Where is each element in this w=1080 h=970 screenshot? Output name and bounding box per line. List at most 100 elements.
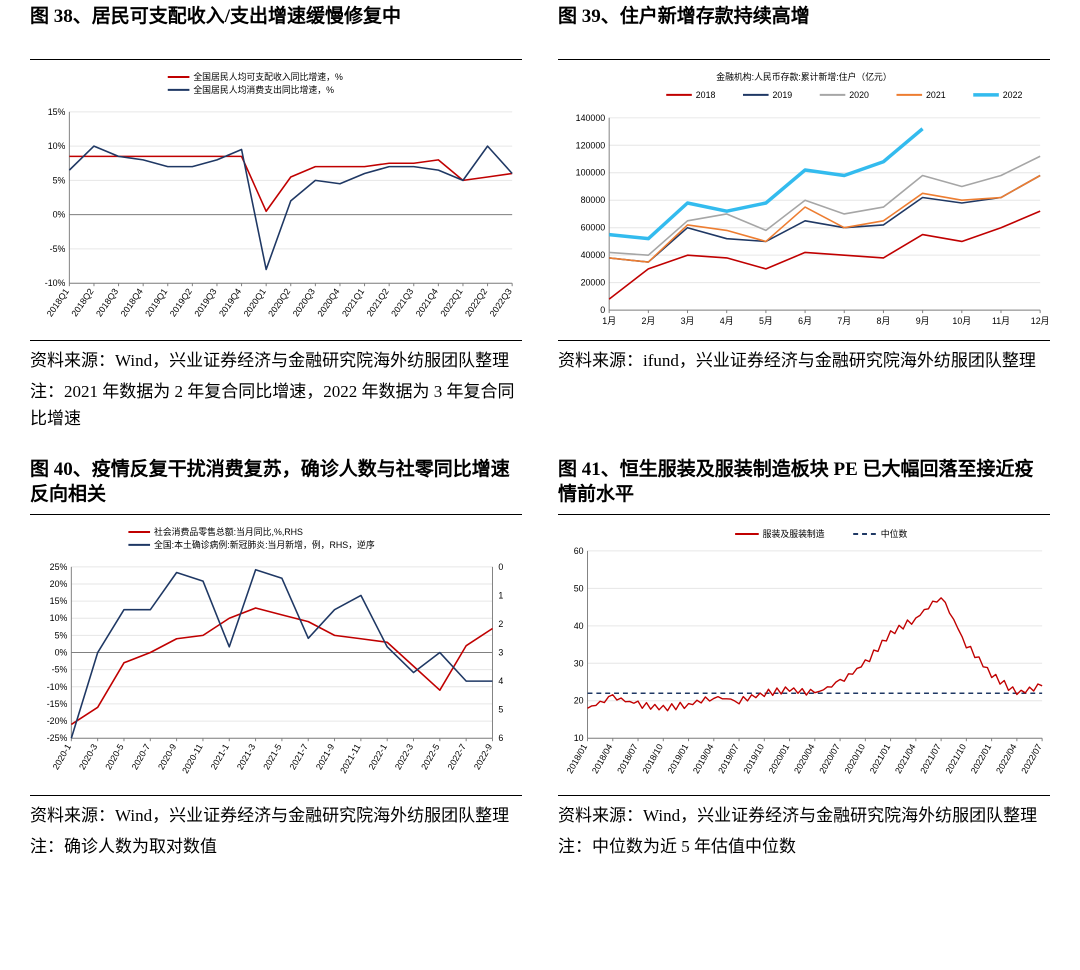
svg-text:2021Q4: 2021Q4 [414, 287, 440, 319]
svg-text:2022Q2: 2022Q2 [463, 287, 489, 319]
svg-text:2020/07: 2020/07 [817, 742, 842, 775]
fig38: 图 38、居民可支配收入/支出增速缓慢修复中 全国居民人均可支配收入同比增速，%… [30, 4, 522, 433]
svg-text:2019/01: 2019/01 [666, 742, 691, 775]
fig41-source: 资料来源：Wind，兴业证券经济与金融研究院海外纺服团队整理 [558, 802, 1050, 829]
svg-text:20000: 20000 [581, 278, 606, 288]
svg-text:中位数: 中位数 [881, 528, 908, 539]
svg-text:80000: 80000 [581, 195, 606, 205]
svg-text:-20%: -20% [47, 716, 68, 726]
svg-text:100000: 100000 [576, 168, 606, 178]
svg-text:-5%: -5% [52, 664, 68, 674]
svg-text:5%: 5% [55, 630, 68, 640]
svg-text:2022: 2022 [1003, 90, 1023, 100]
svg-text:2021-1: 2021-1 [209, 742, 231, 771]
svg-text:2020/01: 2020/01 [767, 742, 792, 775]
svg-text:2021-9: 2021-9 [314, 742, 336, 771]
svg-text:社会消费品零售总额:当月同比,%,RHS: 社会消费品零售总额:当月同比,%,RHS [154, 526, 303, 537]
svg-text:3: 3 [498, 647, 503, 657]
svg-text:2021/04: 2021/04 [893, 742, 918, 775]
svg-text:-15%: -15% [47, 699, 68, 709]
svg-text:2022/07: 2022/07 [1019, 742, 1044, 775]
svg-text:-25%: -25% [47, 733, 68, 743]
svg-text:0%: 0% [55, 647, 68, 657]
svg-text:2021Q2: 2021Q2 [365, 287, 391, 319]
svg-text:3月: 3月 [681, 316, 695, 326]
svg-text:-10%: -10% [47, 682, 68, 692]
svg-text:0: 0 [498, 562, 503, 572]
fig38-note: 注：2021 年数据为 2 年复合同比增速，2022 年数据为 3 年复合同比增… [30, 378, 522, 432]
svg-text:2018/01: 2018/01 [565, 742, 590, 775]
svg-text:2020Q3: 2020Q3 [291, 287, 317, 319]
svg-text:2020-11: 2020-11 [180, 742, 205, 775]
svg-text:2月: 2月 [641, 316, 655, 326]
svg-text:6月: 6月 [798, 316, 812, 326]
fig41-title: 图 41、恒生服装及服装制造板块 PE 已大幅回落至接近疫情前水平 [558, 457, 1050, 515]
svg-text:全国居民人均可支配收入同比增速，%: 全国居民人均可支配收入同比增速，% [193, 71, 343, 82]
svg-text:2019/04: 2019/04 [691, 742, 716, 775]
svg-text:12月: 12月 [1031, 316, 1050, 326]
svg-text:2018/04: 2018/04 [590, 742, 615, 775]
svg-text:9月: 9月 [916, 316, 930, 326]
svg-text:2022/01: 2022/01 [969, 742, 994, 775]
fig41: 图 41、恒生服装及服装制造板块 PE 已大幅回落至接近疫情前水平 服装及服装制… [558, 457, 1050, 861]
fig39-title: 图 39、住户新增存款持续高增 [558, 4, 1050, 60]
svg-text:2022Q1: 2022Q1 [438, 287, 464, 319]
svg-text:2: 2 [498, 619, 503, 629]
svg-text:5月: 5月 [759, 316, 773, 326]
svg-text:服装及服装制造: 服装及服装制造 [763, 528, 825, 539]
svg-text:20: 20 [574, 696, 584, 706]
svg-text:2019Q2: 2019Q2 [168, 287, 194, 319]
svg-text:50: 50 [574, 583, 584, 593]
fig38-title: 图 38、居民可支配收入/支出增速缓慢修复中 [30, 4, 522, 60]
fig41-chart: 服装及服装制造中位数1020304050602018/012018/042018… [558, 521, 1050, 796]
svg-text:2020/10: 2020/10 [842, 742, 867, 775]
figure-grid: 图 38、居民可支配收入/支出增速缓慢修复中 全国居民人均可支配收入同比增速，%… [30, 4, 1050, 860]
svg-text:60000: 60000 [581, 223, 606, 233]
svg-text:0: 0 [600, 305, 605, 315]
svg-text:7月: 7月 [837, 316, 851, 326]
svg-text:2020Q2: 2020Q2 [266, 287, 292, 319]
svg-text:2021-7: 2021-7 [288, 742, 310, 771]
svg-text:2019Q3: 2019Q3 [192, 287, 218, 319]
svg-text:2020-1: 2020-1 [51, 742, 73, 771]
fig38-chart: 全国居民人均可支配收入同比增速，%全国居民人均消费支出同比增速，%-10%-5%… [30, 66, 522, 341]
svg-text:10%: 10% [50, 613, 68, 623]
svg-text:2020/04: 2020/04 [792, 742, 817, 775]
fig41-note: 注：中位数为近 5 年估值中位数 [558, 833, 1050, 860]
svg-text:2018Q2: 2018Q2 [69, 287, 95, 319]
svg-text:8月: 8月 [877, 316, 891, 326]
svg-text:2018Q1: 2018Q1 [45, 287, 71, 319]
svg-text:2021-11: 2021-11 [338, 742, 363, 775]
svg-text:2022-5: 2022-5 [419, 742, 441, 771]
svg-text:1: 1 [498, 590, 503, 600]
svg-text:2018/07: 2018/07 [615, 742, 640, 775]
svg-text:2022-1: 2022-1 [367, 742, 389, 771]
svg-text:-5%: -5% [50, 244, 66, 254]
svg-text:2021/10: 2021/10 [943, 742, 968, 775]
svg-text:2020-5: 2020-5 [103, 742, 125, 771]
svg-text:2022-9: 2022-9 [472, 742, 494, 771]
fig39: 图 39、住户新增存款持续高增 金融机构:人民币存款:累计新增:住户（亿元）20… [558, 4, 1050, 433]
svg-text:2019/10: 2019/10 [741, 742, 766, 775]
svg-text:25%: 25% [50, 562, 68, 572]
svg-text:15%: 15% [48, 107, 66, 117]
svg-text:2020-7: 2020-7 [130, 742, 152, 771]
fig39-chart: 金融机构:人民币存款:累计新增:住户（亿元）201820192020202120… [558, 66, 1050, 341]
svg-text:2021/07: 2021/07 [918, 742, 943, 775]
svg-text:2020-3: 2020-3 [77, 742, 99, 771]
svg-text:120000: 120000 [576, 140, 606, 150]
svg-text:60: 60 [574, 546, 584, 556]
svg-text:2021Q3: 2021Q3 [389, 287, 415, 319]
svg-text:2022-3: 2022-3 [393, 742, 415, 771]
svg-text:全国:本土确诊病例:新冠肺炎:当月新增，例，RHS，逆序: 全国:本土确诊病例:新冠肺炎:当月新增，例，RHS，逆序 [154, 539, 375, 550]
svg-text:140000: 140000 [576, 113, 606, 123]
svg-text:全国居民人均消费支出同比增速，%: 全国居民人均消费支出同比增速，% [193, 84, 334, 95]
svg-text:6: 6 [498, 733, 503, 743]
svg-text:2022Q3: 2022Q3 [488, 287, 514, 319]
svg-text:2019Q1: 2019Q1 [143, 287, 169, 319]
svg-text:10%: 10% [48, 141, 66, 151]
svg-text:2021/01: 2021/01 [868, 742, 893, 775]
svg-text:40: 40 [574, 621, 584, 631]
svg-text:20%: 20% [50, 579, 68, 589]
svg-text:2021-3: 2021-3 [235, 742, 257, 771]
